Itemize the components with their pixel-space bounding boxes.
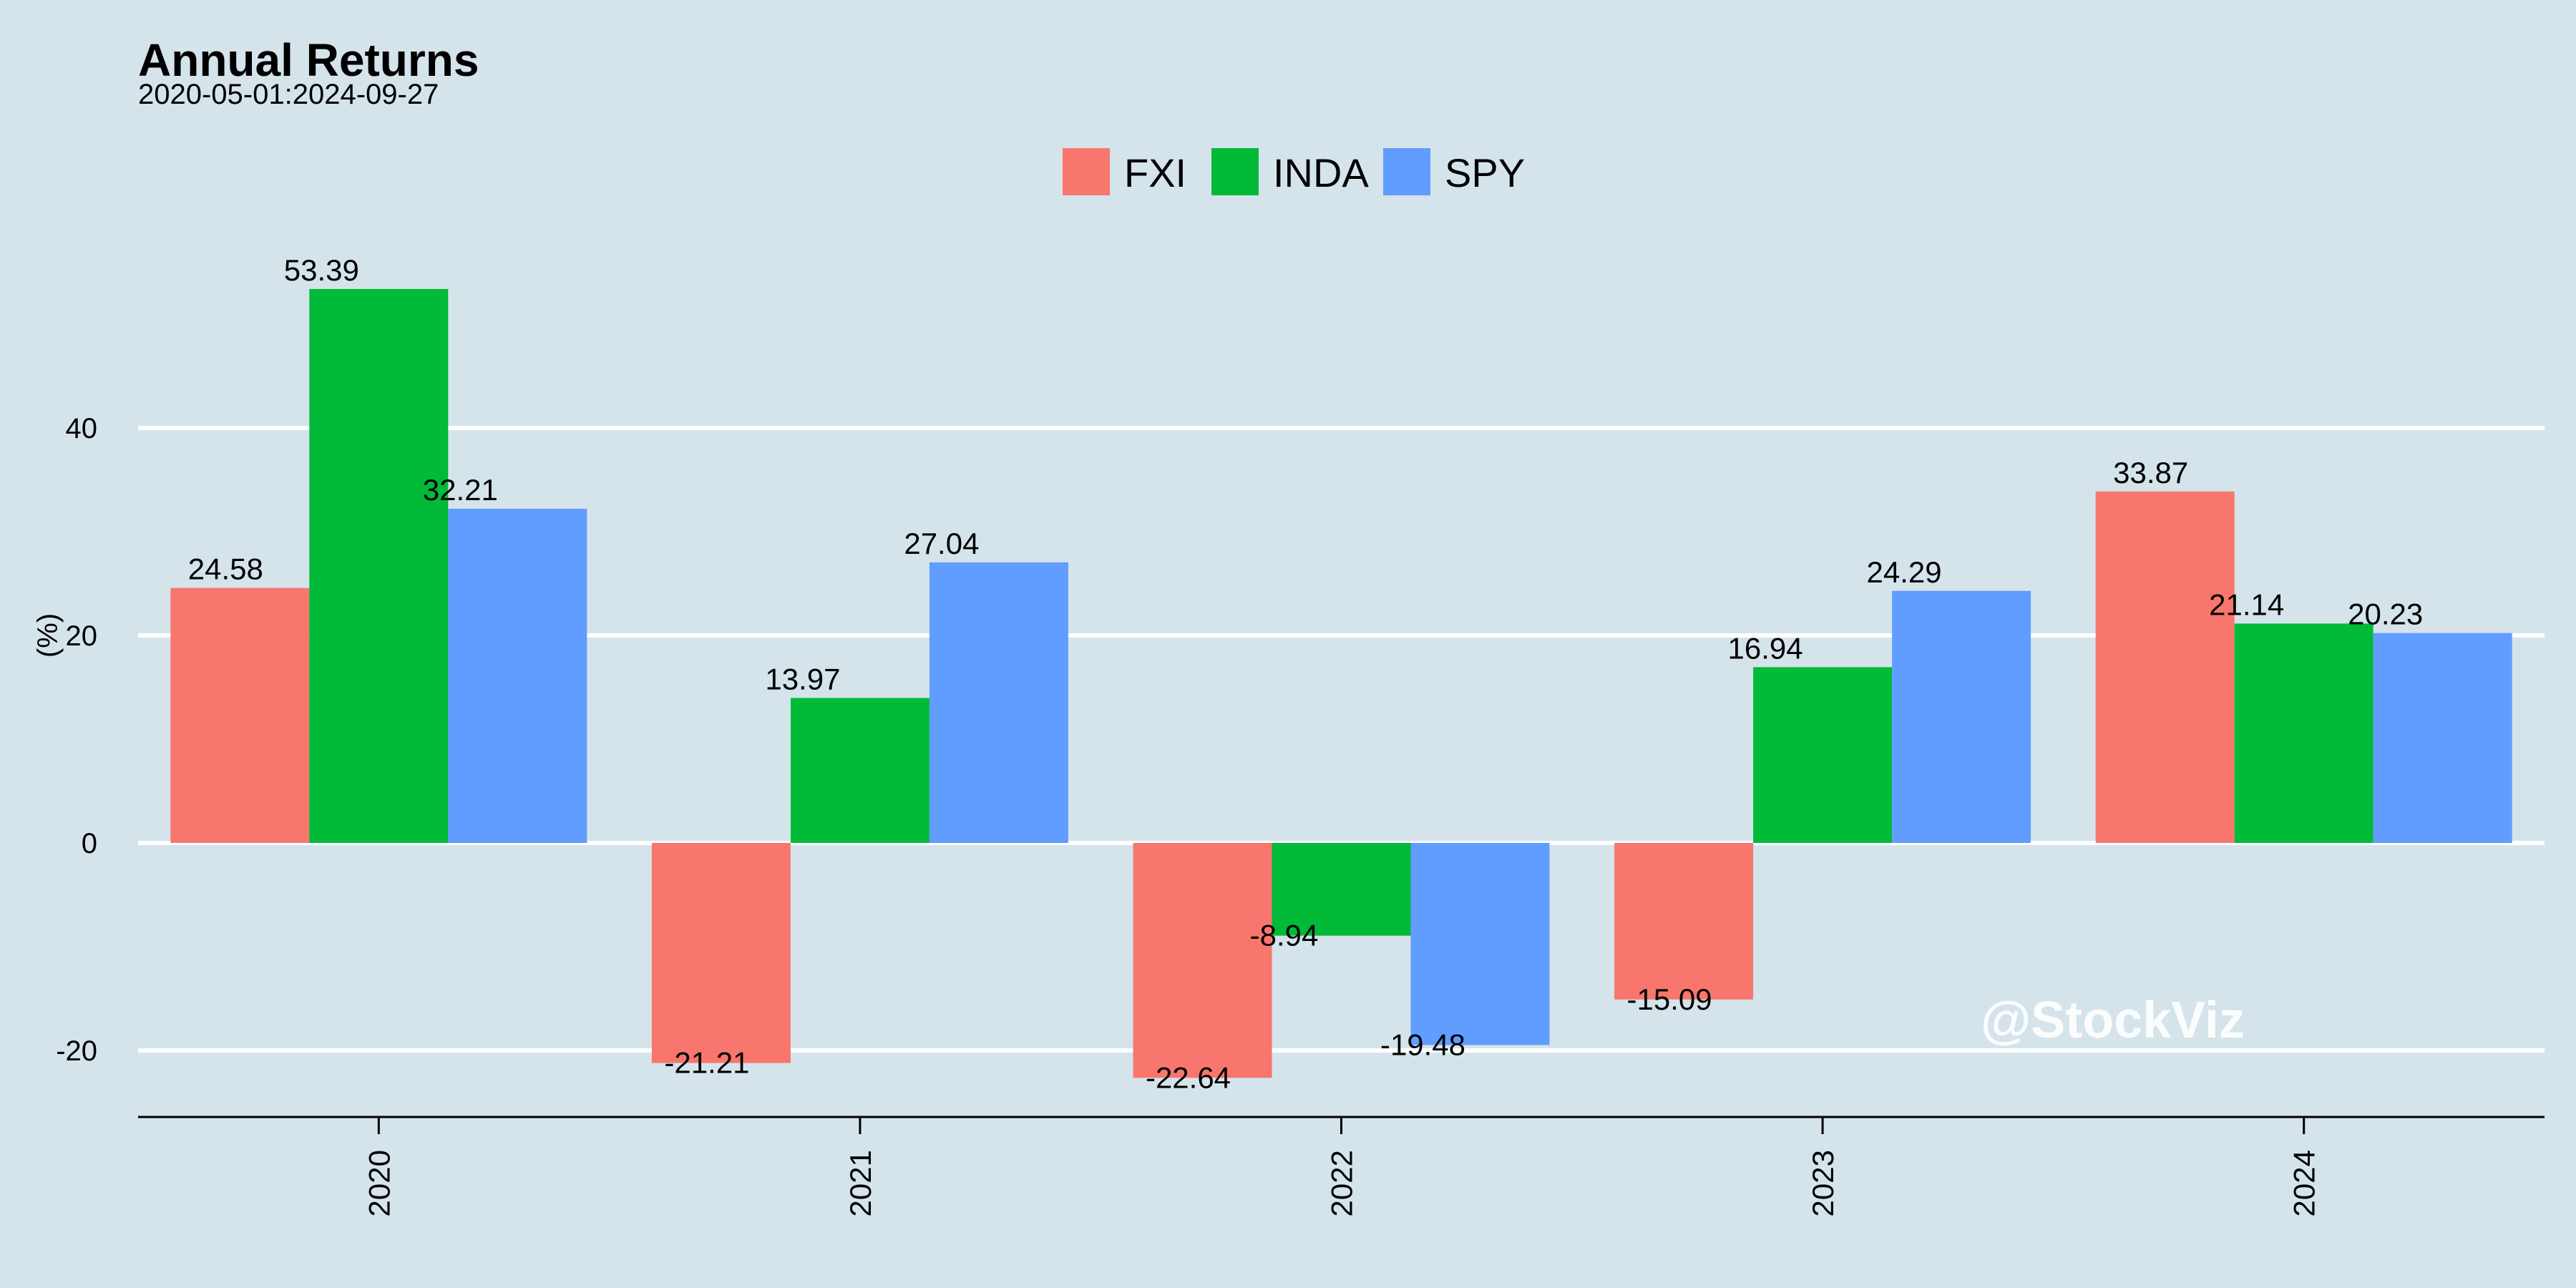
data-label: 24.29 — [1867, 555, 1942, 589]
data-label: -21.21 — [664, 1046, 749, 1080]
chart-subtitle: 2020-05-01:2024-09-27 — [138, 79, 439, 110]
bar-fxi-2021 — [651, 843, 791, 1063]
bar-fxi-2024 — [2095, 491, 2235, 843]
chart-title: Annual Returns — [138, 34, 479, 86]
bars — [170, 288, 2512, 1078]
x-tick-label: 2022 — [1325, 1150, 1359, 1216]
data-label: 21.14 — [2209, 587, 2284, 621]
bar-fxi-2020 — [170, 587, 310, 843]
legend-swatch-fxi — [1063, 148, 1110, 195]
x-tick-label: 2020 — [362, 1150, 396, 1216]
y-tick-label: 40 — [66, 413, 98, 444]
watermark: @StockViz — [1981, 992, 2245, 1049]
data-label: 20.23 — [2348, 597, 2423, 631]
x-tick-label: 2023 — [1806, 1150, 1840, 1216]
legend: FXI INDA SPY — [1063, 148, 1525, 195]
bar-fxi-2022 — [1133, 843, 1272, 1078]
y-tick-label: 0 — [82, 828, 97, 859]
x-tick-label: 2024 — [2288, 1150, 2321, 1216]
y-axis-ticks: -20 0 20 40 — [56, 413, 97, 1067]
bar-spy-2023 — [1892, 590, 2031, 843]
x-tick-label: 2021 — [844, 1150, 877, 1216]
bar-spy-2022 — [1410, 843, 1550, 1045]
data-label: 32.21 — [423, 473, 498, 507]
bar-inda-2021 — [790, 698, 930, 843]
data-label: 13.97 — [765, 662, 840, 696]
y-axis-label: (%) — [32, 613, 64, 658]
data-label: 16.94 — [1728, 631, 1803, 665]
legend-swatch-spy — [1383, 148, 1430, 195]
bar-inda-2023 — [1753, 667, 1893, 843]
legend-label-inda: INDA — [1273, 150, 1369, 195]
bar-inda-2024 — [2234, 623, 2373, 843]
bar-fxi-2023 — [1614, 843, 1754, 1000]
data-labels: 24.58 53.39 32.21 -21.21 13.97 27.04 -22.64 -8.… — [188, 253, 2424, 1094]
legend-label-fxi: FXI — [1124, 150, 1186, 195]
y-tick-label: 20 — [66, 620, 98, 652]
legend-swatch-inda — [1211, 148, 1259, 195]
bar-inda-2022 — [1272, 843, 1411, 936]
bar-inda-2020 — [309, 288, 449, 844]
legend-label-spy: SPY — [1445, 150, 1525, 195]
bar-spy-2024 — [2373, 633, 2512, 843]
data-label: 24.58 — [188, 552, 263, 586]
data-label: -19.48 — [1380, 1028, 1465, 1061]
bar-spy-2021 — [929, 562, 1068, 843]
data-label: 53.39 — [284, 253, 359, 287]
data-label: 27.04 — [904, 527, 979, 560]
data-label: 33.87 — [2113, 456, 2188, 489]
x-axis-ticks: 2020 2021 2022 2023 2024 — [362, 1117, 2321, 1216]
y-tick-label: -20 — [56, 1035, 97, 1067]
data-label: -15.09 — [1627, 982, 1712, 1016]
data-label: -22.64 — [1146, 1060, 1231, 1094]
bar-spy-2020 — [448, 508, 587, 843]
data-label: -8.94 — [1250, 919, 1319, 952]
